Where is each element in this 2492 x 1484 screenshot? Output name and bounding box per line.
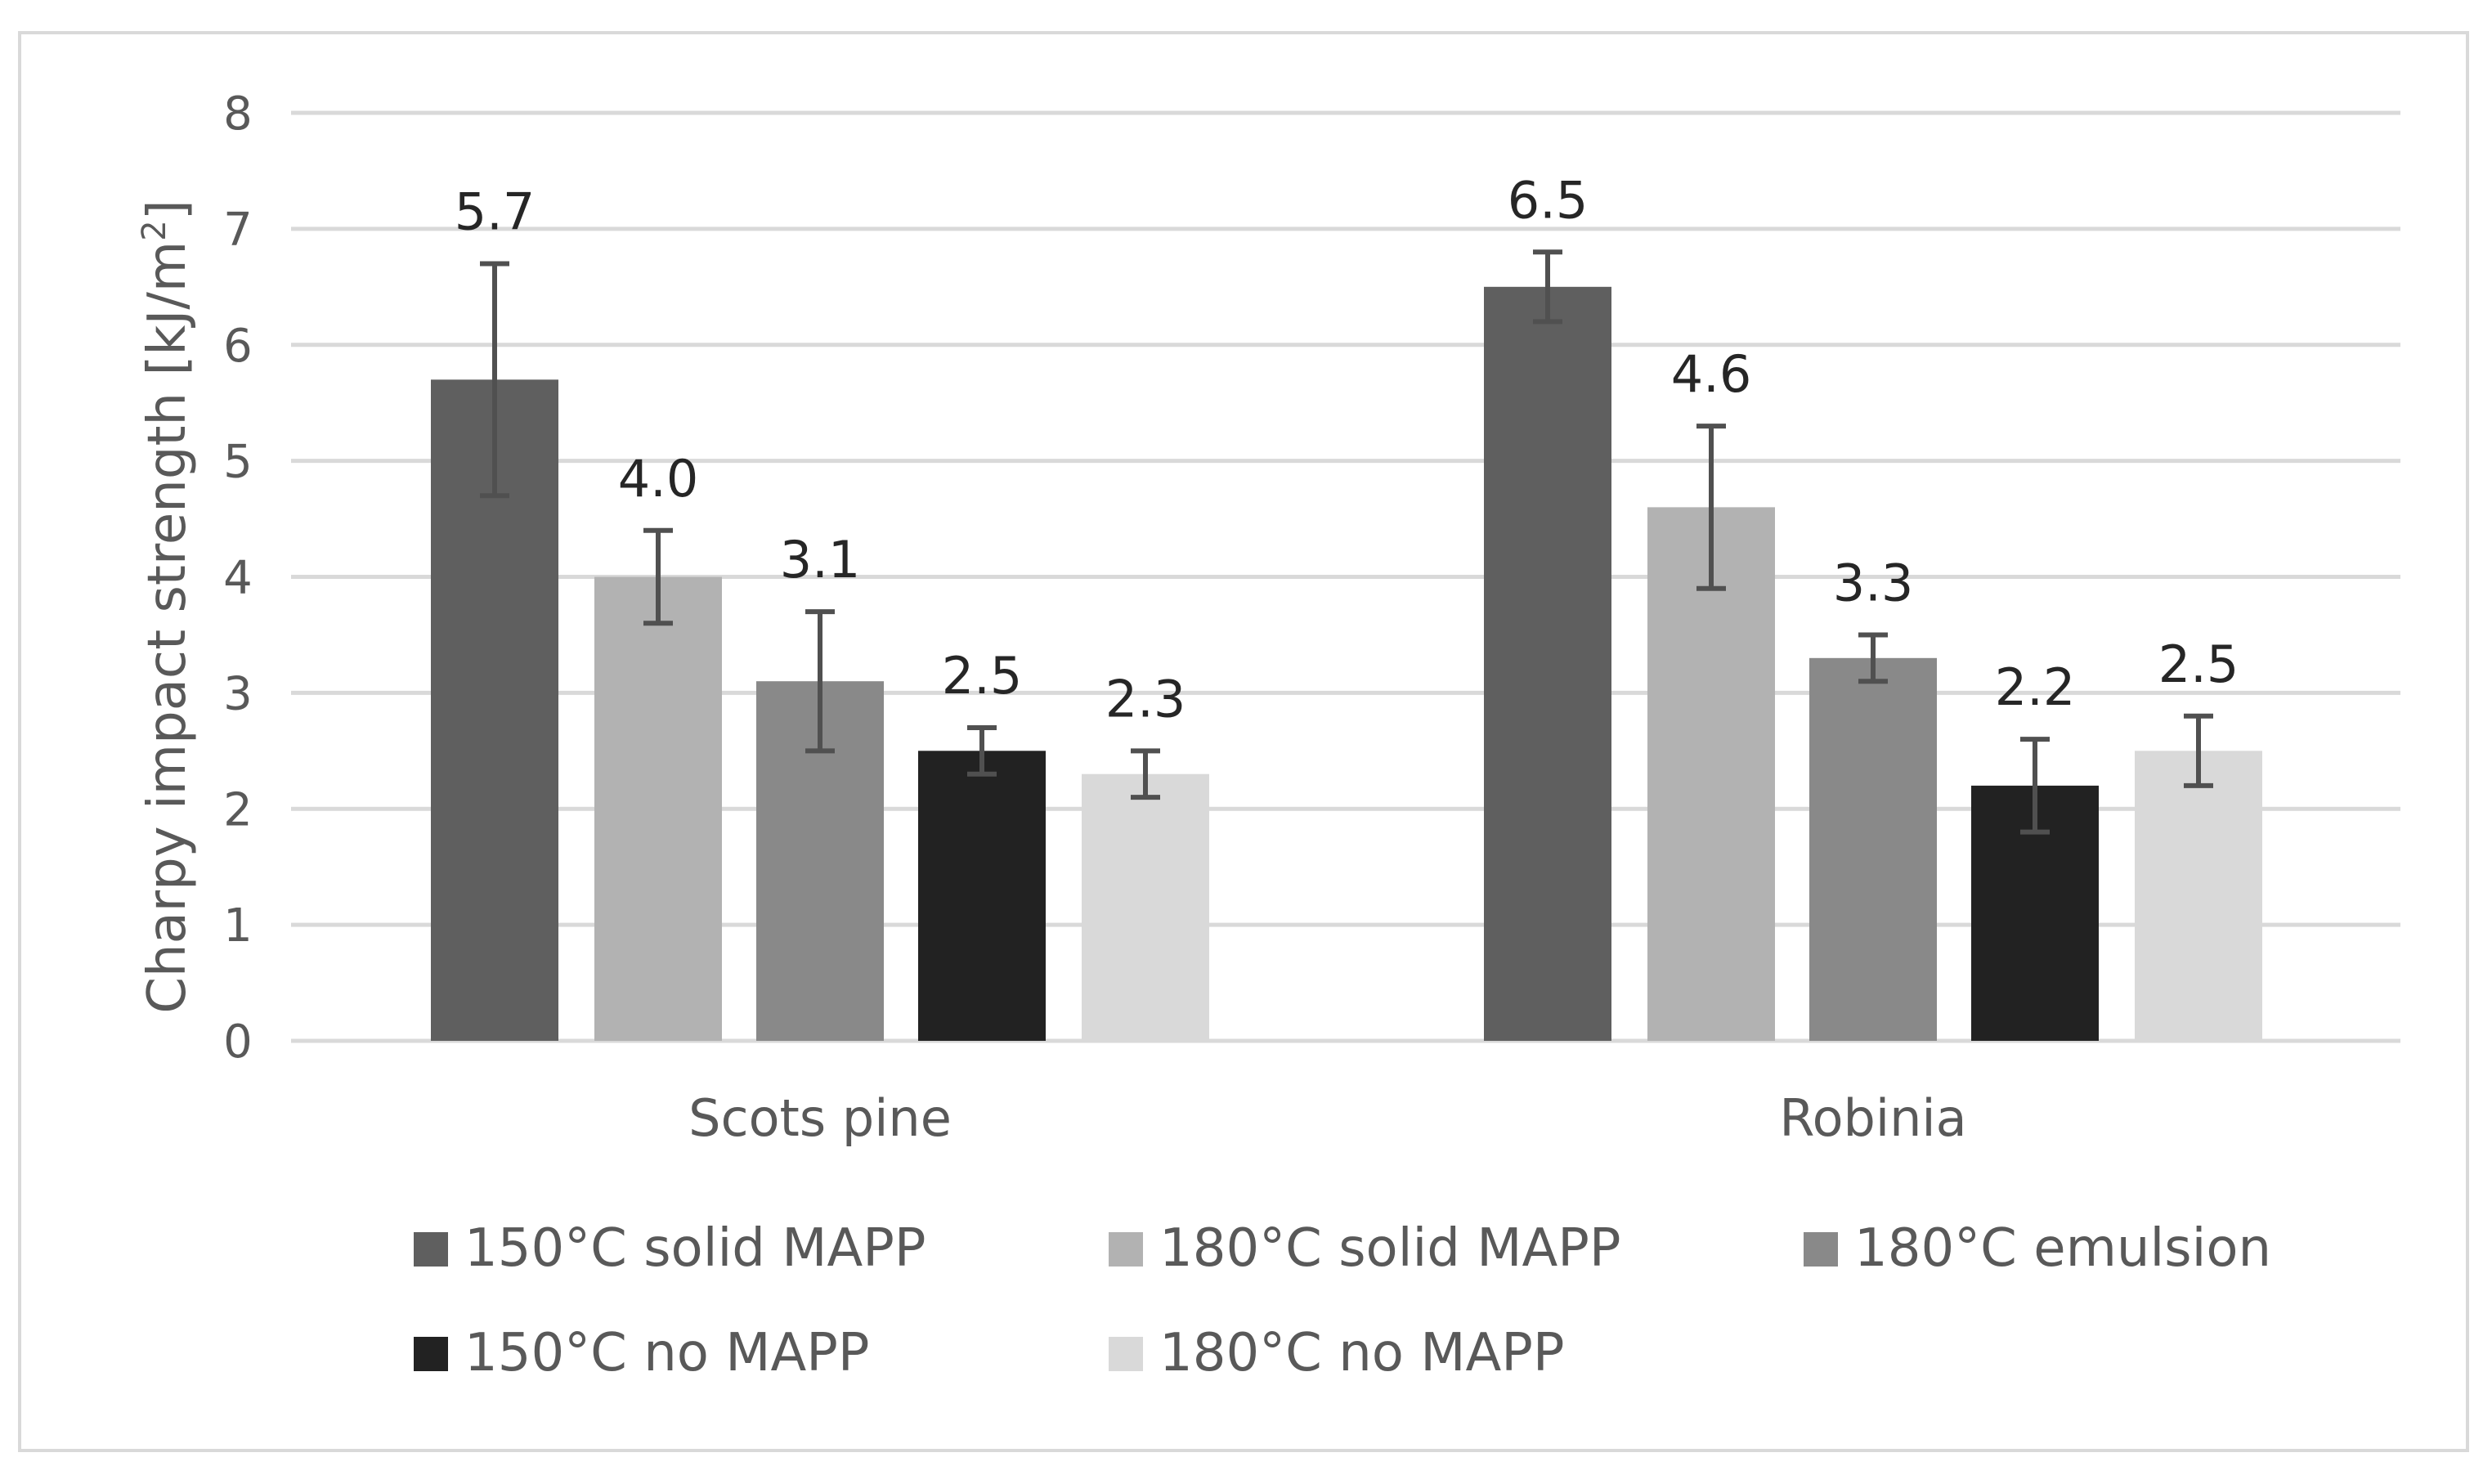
legend-swatch-2: [1804, 1232, 1838, 1267]
legend-label-3: 150°C no MAPP: [464, 1323, 869, 1383]
legend-item-2: 180°C emulsion: [1804, 1218, 2271, 1279]
y-tick-label-1: 1: [223, 899, 253, 953]
data-label-0-2: 3.1: [780, 530, 861, 590]
y-axis-label: Charpy impact strength [kJ/m2]: [136, 200, 198, 1013]
data-label-0-1: 4.0: [618, 449, 699, 509]
error-bar-0-3: [967, 724, 997, 777]
legend-swatch-3: [414, 1337, 448, 1371]
data-labels: 5.7 6.5 4.0 4.6 3.1 3.3 2.5 2.2 2.3 2.5: [455, 170, 2239, 729]
data-label-1-3: 2.2: [1995, 657, 2076, 717]
y-axis-ticks: 0 1 2 3 4 5 6 7 8: [223, 87, 253, 1069]
bar-0-3: [918, 751, 1046, 1041]
legend-swatch-1: [1109, 1232, 1143, 1267]
bar-0-4: [1082, 773, 1209, 1041]
error-bar-1-2: [1858, 632, 1888, 684]
y-tick-label-8: 8: [223, 87, 253, 141]
bar-0-1: [594, 576, 722, 1041]
error-bar-0-0: [480, 261, 509, 499]
x-category-label-1: Robinia: [1779, 1088, 1966, 1148]
error-bar-1-1: [1696, 424, 1726, 591]
error-bar-0-1: [643, 527, 673, 626]
bars: [431, 286, 2262, 1041]
legend-label-1: 180°C solid MAPP: [1159, 1218, 1620, 1279]
legend-swatch-0: [414, 1232, 448, 1267]
error-bar-1-0: [1533, 249, 1562, 325]
error-bar-1-3: [2020, 737, 2050, 835]
x-axis-categories: Scots pine Robinia: [688, 1088, 1967, 1148]
y-tick-label-4: 4: [223, 552, 253, 605]
data-label-1-2: 3.3: [1833, 553, 1914, 612]
y-axis-label-superscript: 2: [136, 220, 173, 240]
y-tick-label-0: 0: [223, 1015, 253, 1069]
legend-item-4: 180°C no MAPP: [1109, 1323, 1564, 1383]
legend-item-3: 150°C no MAPP: [414, 1323, 869, 1383]
legend-swatch-4: [1109, 1337, 1143, 1371]
bar-1-0: [1484, 286, 1611, 1041]
y-tick-label-7: 7: [223, 204, 253, 257]
error-bars: [480, 249, 2213, 835]
legend-item-0: 150°C solid MAPP: [414, 1218, 926, 1279]
y-axis-label-main: Charpy impact strength [kJ/m: [137, 241, 198, 1014]
y-tick-label-5: 5: [223, 436, 253, 489]
error-bar-0-2: [805, 609, 835, 754]
y-tick-label-6: 6: [223, 320, 253, 373]
error-bar-0-4: [1131, 748, 1160, 800]
legend: 150°C solid MAPP 180°C solid MAPP 180°C em…: [414, 1218, 2271, 1383]
legend-label-2: 180°C emulsion: [1854, 1218, 2271, 1279]
data-label-0-3: 2.5: [942, 646, 1023, 706]
data-label-1-0: 6.5: [1508, 170, 1589, 230]
data-label-1-1: 4.6: [1671, 344, 1752, 404]
y-axis-label-end: ]: [137, 200, 198, 220]
x-category-label-0: Scots pine: [688, 1088, 952, 1148]
legend-label-0: 150°C solid MAPP: [464, 1218, 926, 1279]
data-label-1-4: 2.5: [2158, 634, 2239, 694]
bar-1-2: [1809, 657, 1937, 1041]
data-label-0-0: 5.7: [455, 182, 536, 241]
y-tick-label-3: 3: [223, 667, 253, 720]
legend-label-4: 180°C no MAPP: [1159, 1323, 1564, 1383]
bar-1-4: [2135, 751, 2262, 1041]
error-bar-1-4: [2184, 713, 2213, 788]
data-label-0-4: 2.3: [1105, 669, 1186, 729]
bar-1-1: [1647, 507, 1775, 1041]
y-tick-label-2: 2: [223, 783, 253, 836]
legend-item-1: 180°C solid MAPP: [1109, 1218, 1620, 1279]
